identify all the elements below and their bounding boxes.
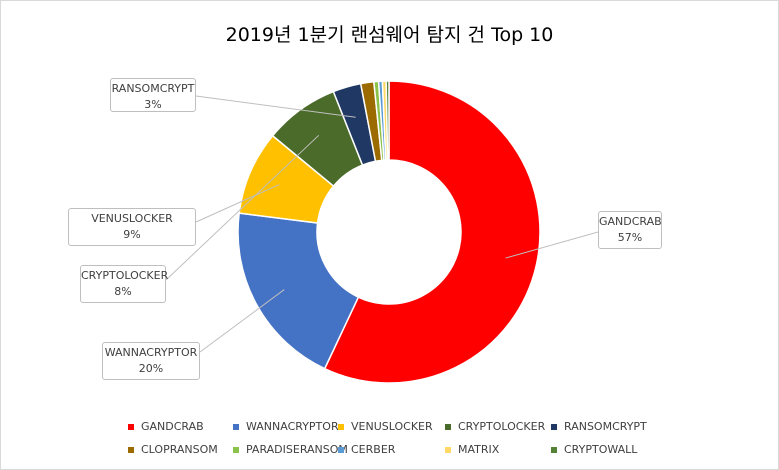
callout-ransomcrypt: RANSOMCRYPT 3% xyxy=(110,78,196,112)
legend-item-wannacryptor: WANNACRYPTOR xyxy=(233,420,339,433)
callout-value: 9% xyxy=(123,228,141,241)
legend-label: WANNACRYPTOR xyxy=(246,420,339,433)
donut-slice-cryptowall xyxy=(385,80,390,161)
callout-name: CRYPTOLOCKER xyxy=(81,269,169,282)
callout-value: 57% xyxy=(617,231,643,244)
legend-label: CERBER xyxy=(351,443,396,456)
legend-label: MATRIX xyxy=(458,443,500,456)
callout-value: 3% xyxy=(144,98,162,111)
legend-item-paradiseransom: PARADISERANSOM xyxy=(233,443,348,456)
legend-item-venuslocker: VENUSLOCKER xyxy=(338,420,433,433)
legend-swatch xyxy=(338,446,344,453)
legend-item-cryptowall: CRYPTOWALL xyxy=(551,443,637,456)
callout-name: WANNACRYPTOR xyxy=(104,346,198,359)
legend-swatch xyxy=(128,423,134,430)
legend-item-matrix: MATRIX xyxy=(445,443,499,456)
donut-slice-gandcrab xyxy=(323,80,541,384)
leader-line-ransomcrypt xyxy=(195,95,356,118)
legend-label: RANSOMCRYPT xyxy=(564,420,647,433)
callout-gandcrab: GANDCRAB 57% xyxy=(598,211,662,249)
callout-value: 20% xyxy=(138,362,164,375)
callout-value: 8% xyxy=(114,285,132,298)
legend-label: GANDCRAB xyxy=(141,420,204,433)
legend-label: CRYPTOWALL xyxy=(564,443,638,456)
legend-label: PARADISERANSOM xyxy=(246,443,348,456)
legend-item-ransomcrypt: RANSOMCRYPT xyxy=(551,420,647,433)
legend-swatch xyxy=(445,446,451,453)
legend-swatch xyxy=(445,423,451,430)
callout-wannacryptor: WANNACRYPTOR 20% xyxy=(102,342,200,380)
leader-line-wannacryptor xyxy=(199,289,285,353)
legend-swatch xyxy=(551,446,557,453)
legend-swatch xyxy=(338,423,344,430)
callout-venuslocker: VENUSLOCKER 9% xyxy=(68,208,196,246)
legend-swatch xyxy=(233,446,239,453)
legend-item-cryptolocker: CRYPTOLOCKER xyxy=(445,420,545,433)
leader-line-cryptolocker xyxy=(165,134,320,281)
legend-item-gandcrab: GANDCRAB xyxy=(128,420,204,433)
callout-name: VENUSLOCKER xyxy=(91,212,173,225)
chart-title: 2019년 1분기 랜섬웨어 탐지 건 Top 10 xyxy=(225,24,554,46)
callout-name: RANSOMCRYPT xyxy=(111,82,195,95)
legend-swatch xyxy=(233,423,239,430)
legend-label: CRYPTOLOCKER xyxy=(458,420,546,433)
leader-line-gandcrab xyxy=(505,231,599,259)
legend-label: CLOPRANSOM xyxy=(141,443,218,456)
legend-item-clopransom: CLOPRANSOM xyxy=(128,443,218,456)
callout-cryptolocker: CRYPTOLOCKER 8% xyxy=(80,265,169,303)
legend-label: VENUSLOCKER xyxy=(351,420,433,433)
donut-slice-wannacryptor xyxy=(237,212,360,370)
legend-swatch xyxy=(128,446,134,453)
legend-item-cerber: CERBER xyxy=(338,443,395,456)
callout-name: GANDCRAB xyxy=(599,215,662,228)
leader-line-venuslocker xyxy=(195,184,280,223)
legend-swatch xyxy=(551,423,557,430)
